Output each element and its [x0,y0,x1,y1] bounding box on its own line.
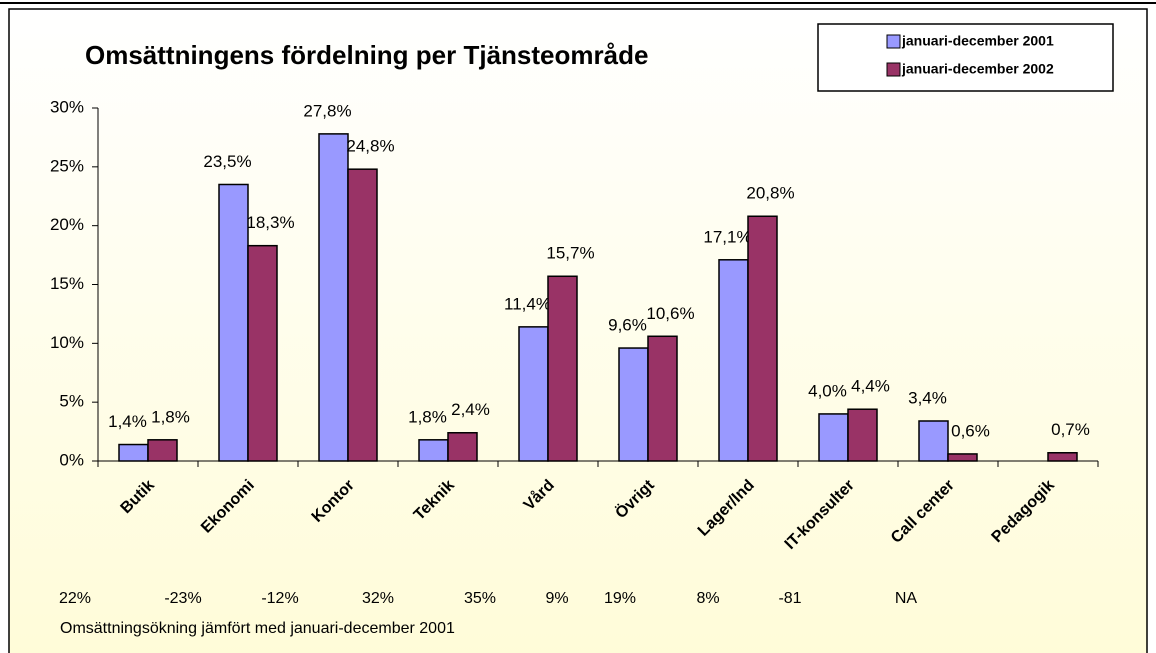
data-label: 23,5% [203,152,251,171]
y-tick-label: 10% [50,333,84,352]
y-tick-label: 5% [59,392,84,411]
annotation: -81 [778,590,801,607]
data-label: 1,8% [151,407,190,426]
annotation: -12% [261,590,298,607]
bar [347,168,378,462]
data-label: 15,7% [546,244,594,263]
annotation: 9% [545,590,568,607]
bar [218,183,249,462]
annotation: 32% [362,590,394,607]
chart-frame [8,8,1148,653]
legend-label: januari-december 2001 [901,33,1054,49]
data-label: 1,8% [408,407,447,426]
bar [147,439,178,462]
bar [818,413,849,462]
bar [447,432,478,462]
legend-swatch [886,62,901,77]
data-label: 10,6% [646,304,694,323]
annotation: NA [895,590,918,607]
bar [418,439,449,462]
data-label: 11,4% [504,294,551,313]
legend-swatch [886,34,901,49]
legend [817,23,1114,92]
bar [318,133,349,462]
bar [247,244,278,462]
bar [118,443,149,462]
data-label: 4,0% [808,381,847,400]
y-tick-label: 20% [50,215,84,234]
annotation: 35% [464,590,496,607]
footnote: Omsättningsökning jämfört med januari-de… [60,620,455,637]
legend-label: januari-december 2002 [901,61,1054,77]
annotation: 22% [59,590,91,607]
bar [918,420,949,462]
annotation: 8% [696,590,719,607]
bar [547,275,578,462]
data-label: 9,6% [608,316,647,335]
bar [847,408,878,462]
annotation: 19% [604,590,636,607]
bar [747,215,778,462]
data-label: 24,8% [346,137,394,156]
bar [518,326,549,462]
data-label: 0,7% [1051,420,1090,439]
data-label: 3,4% [908,388,947,407]
data-label: 20,8% [746,184,794,203]
data-label: 4,4% [851,377,890,396]
y-tick-label: 0% [59,450,84,469]
data-label: 17,1% [703,227,751,246]
chart-title: Omsättningens fördelning per Tjänsteområ… [85,40,648,70]
annotation: -23% [164,590,201,607]
bar [1047,452,1078,462]
y-tick-label: 15% [50,274,84,293]
data-label: 27,8% [303,101,351,120]
y-tick-label: 25% [50,156,84,175]
data-label: 2,4% [451,400,490,419]
bar [618,347,649,462]
bar [718,259,749,462]
data-label: 0,6% [951,421,990,440]
bar [947,453,978,462]
data-label: 18,3% [246,213,294,232]
y-tick-label: 30% [50,97,84,116]
data-label: 1,4% [108,412,147,431]
bar [647,335,678,462]
